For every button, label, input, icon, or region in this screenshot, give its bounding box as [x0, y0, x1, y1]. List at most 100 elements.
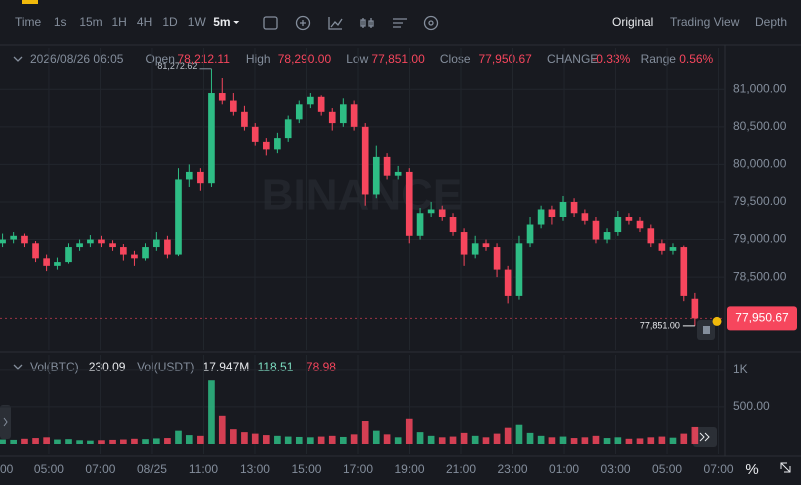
candle-body [592, 220, 600, 240]
info-label: CHANGE [547, 52, 598, 66]
x-tick-label: 07:00 [85, 462, 115, 476]
candle-body [109, 243, 116, 248]
volume-bar [581, 437, 589, 444]
x-tick-label: 07:00 [704, 462, 734, 476]
candle-body [515, 243, 523, 296]
candle-body [482, 243, 490, 248]
volume-bar [153, 438, 160, 444]
interval-button[interactable]: 1H [111, 15, 126, 29]
volume-bar [603, 438, 611, 444]
x-tick-label: 13:00 [240, 462, 270, 476]
line-chart-icon[interactable] [328, 17, 343, 30]
volume-bar [328, 435, 336, 444]
candle-body [153, 239, 160, 248]
y-tick-label: 80,000.00 [733, 157, 787, 171]
volume-bar [537, 435, 545, 444]
candle-body [76, 243, 83, 248]
volume-bar [592, 435, 600, 444]
volume-bar [570, 438, 578, 444]
info-value: 77,950.67 [478, 52, 532, 66]
volume-bar [208, 380, 215, 444]
candle-body [21, 235, 28, 244]
volume-bar [185, 435, 193, 444]
volume-bar [438, 437, 446, 444]
info-chevron[interactable] [13, 56, 23, 62]
candle-body [65, 247, 72, 263]
active-interval[interactable]: 5m [213, 15, 230, 29]
y-tick-label: 80,500.00 [733, 119, 787, 133]
candle-body [427, 209, 435, 214]
scroll-right-icon [699, 432, 710, 442]
candle-body [295, 104, 303, 120]
expand-icon[interactable] [780, 462, 791, 473]
volume-bar [21, 438, 28, 444]
side-tab[interactable] [0, 405, 11, 439]
candle-body [142, 247, 149, 259]
candle-icon[interactable] [360, 18, 374, 28]
interval-button[interactable]: 4H [137, 15, 152, 29]
candle-body [98, 239, 105, 244]
volume-info-label: Vol(BTC) [30, 360, 79, 374]
candle-body [581, 213, 589, 221]
interval-dropdown[interactable] [233, 21, 240, 24]
info-label: Range [641, 52, 677, 66]
view-tab[interactable]: Trading View [670, 15, 740, 29]
x-tick-label: 05:00 [652, 462, 682, 476]
volume-info-value: 17.947M [203, 360, 250, 374]
volume-chevron[interactable] [13, 364, 23, 370]
candle-body [328, 111, 336, 124]
volume-bar [284, 436, 292, 444]
last-price-label: 77,950.67 [735, 311, 789, 325]
candle-body [647, 228, 655, 244]
candle-body [548, 209, 556, 218]
interval-button[interactable]: 1s [54, 15, 67, 29]
volume-bar [482, 437, 490, 444]
volume-bar [307, 437, 314, 444]
volume-bar [647, 437, 655, 444]
settings-list-icon[interactable] [393, 18, 407, 28]
candle-body [262, 141, 270, 150]
volume-bar [76, 440, 83, 444]
x-tick-label: 17:00 [343, 462, 373, 476]
volume-bar [493, 433, 501, 444]
candle-body [230, 100, 237, 112]
toolbar-icons[interactable] [263, 15, 439, 31]
info-value: 0.56% [679, 52, 713, 66]
volume-bar [471, 435, 479, 444]
volume-ma-value: 78.98 [306, 360, 336, 374]
interval-button[interactable]: 15m [79, 15, 102, 29]
volume-bar [274, 435, 281, 444]
candle-body [691, 298, 699, 319]
view-tab[interactable]: Original [612, 15, 653, 29]
volume-bar [460, 432, 468, 444]
x-tick-label: 23:00 [498, 462, 528, 476]
info-label: Open [146, 52, 175, 66]
interval-button[interactable]: 1W [188, 15, 207, 29]
y-tick-label: 81,000.00 [733, 81, 787, 95]
more-icon[interactable] [423, 15, 439, 31]
scale-button[interactable]: % [745, 461, 758, 478]
candle-body [658, 243, 666, 251]
volume-bar [317, 436, 325, 444]
view-tab[interactable]: Depth [755, 15, 787, 29]
indicator-icon[interactable] [295, 15, 311, 31]
volume-bar [614, 437, 622, 444]
info-value: 78,290.00 [278, 52, 332, 66]
volume-bar [10, 439, 17, 444]
volume-bar [0, 439, 6, 444]
volume-bar [32, 438, 39, 444]
candle-body [32, 243, 39, 259]
interval-button[interactable]: 1D [162, 15, 178, 29]
interval-button[interactable]: Time [15, 15, 42, 29]
volume-bar [175, 430, 182, 444]
calendar-icon[interactable] [263, 16, 278, 30]
volume-bar [427, 435, 435, 444]
volume-bar [142, 439, 149, 444]
info-label: Close [440, 52, 471, 66]
x-tick-label: 05:00 [34, 462, 64, 476]
scroll-right-button[interactable] [693, 427, 717, 447]
candle-body [438, 209, 446, 218]
volume-bar [548, 437, 556, 444]
y-tick-label: 78,500.00 [733, 269, 787, 283]
candle-body [460, 232, 468, 255]
